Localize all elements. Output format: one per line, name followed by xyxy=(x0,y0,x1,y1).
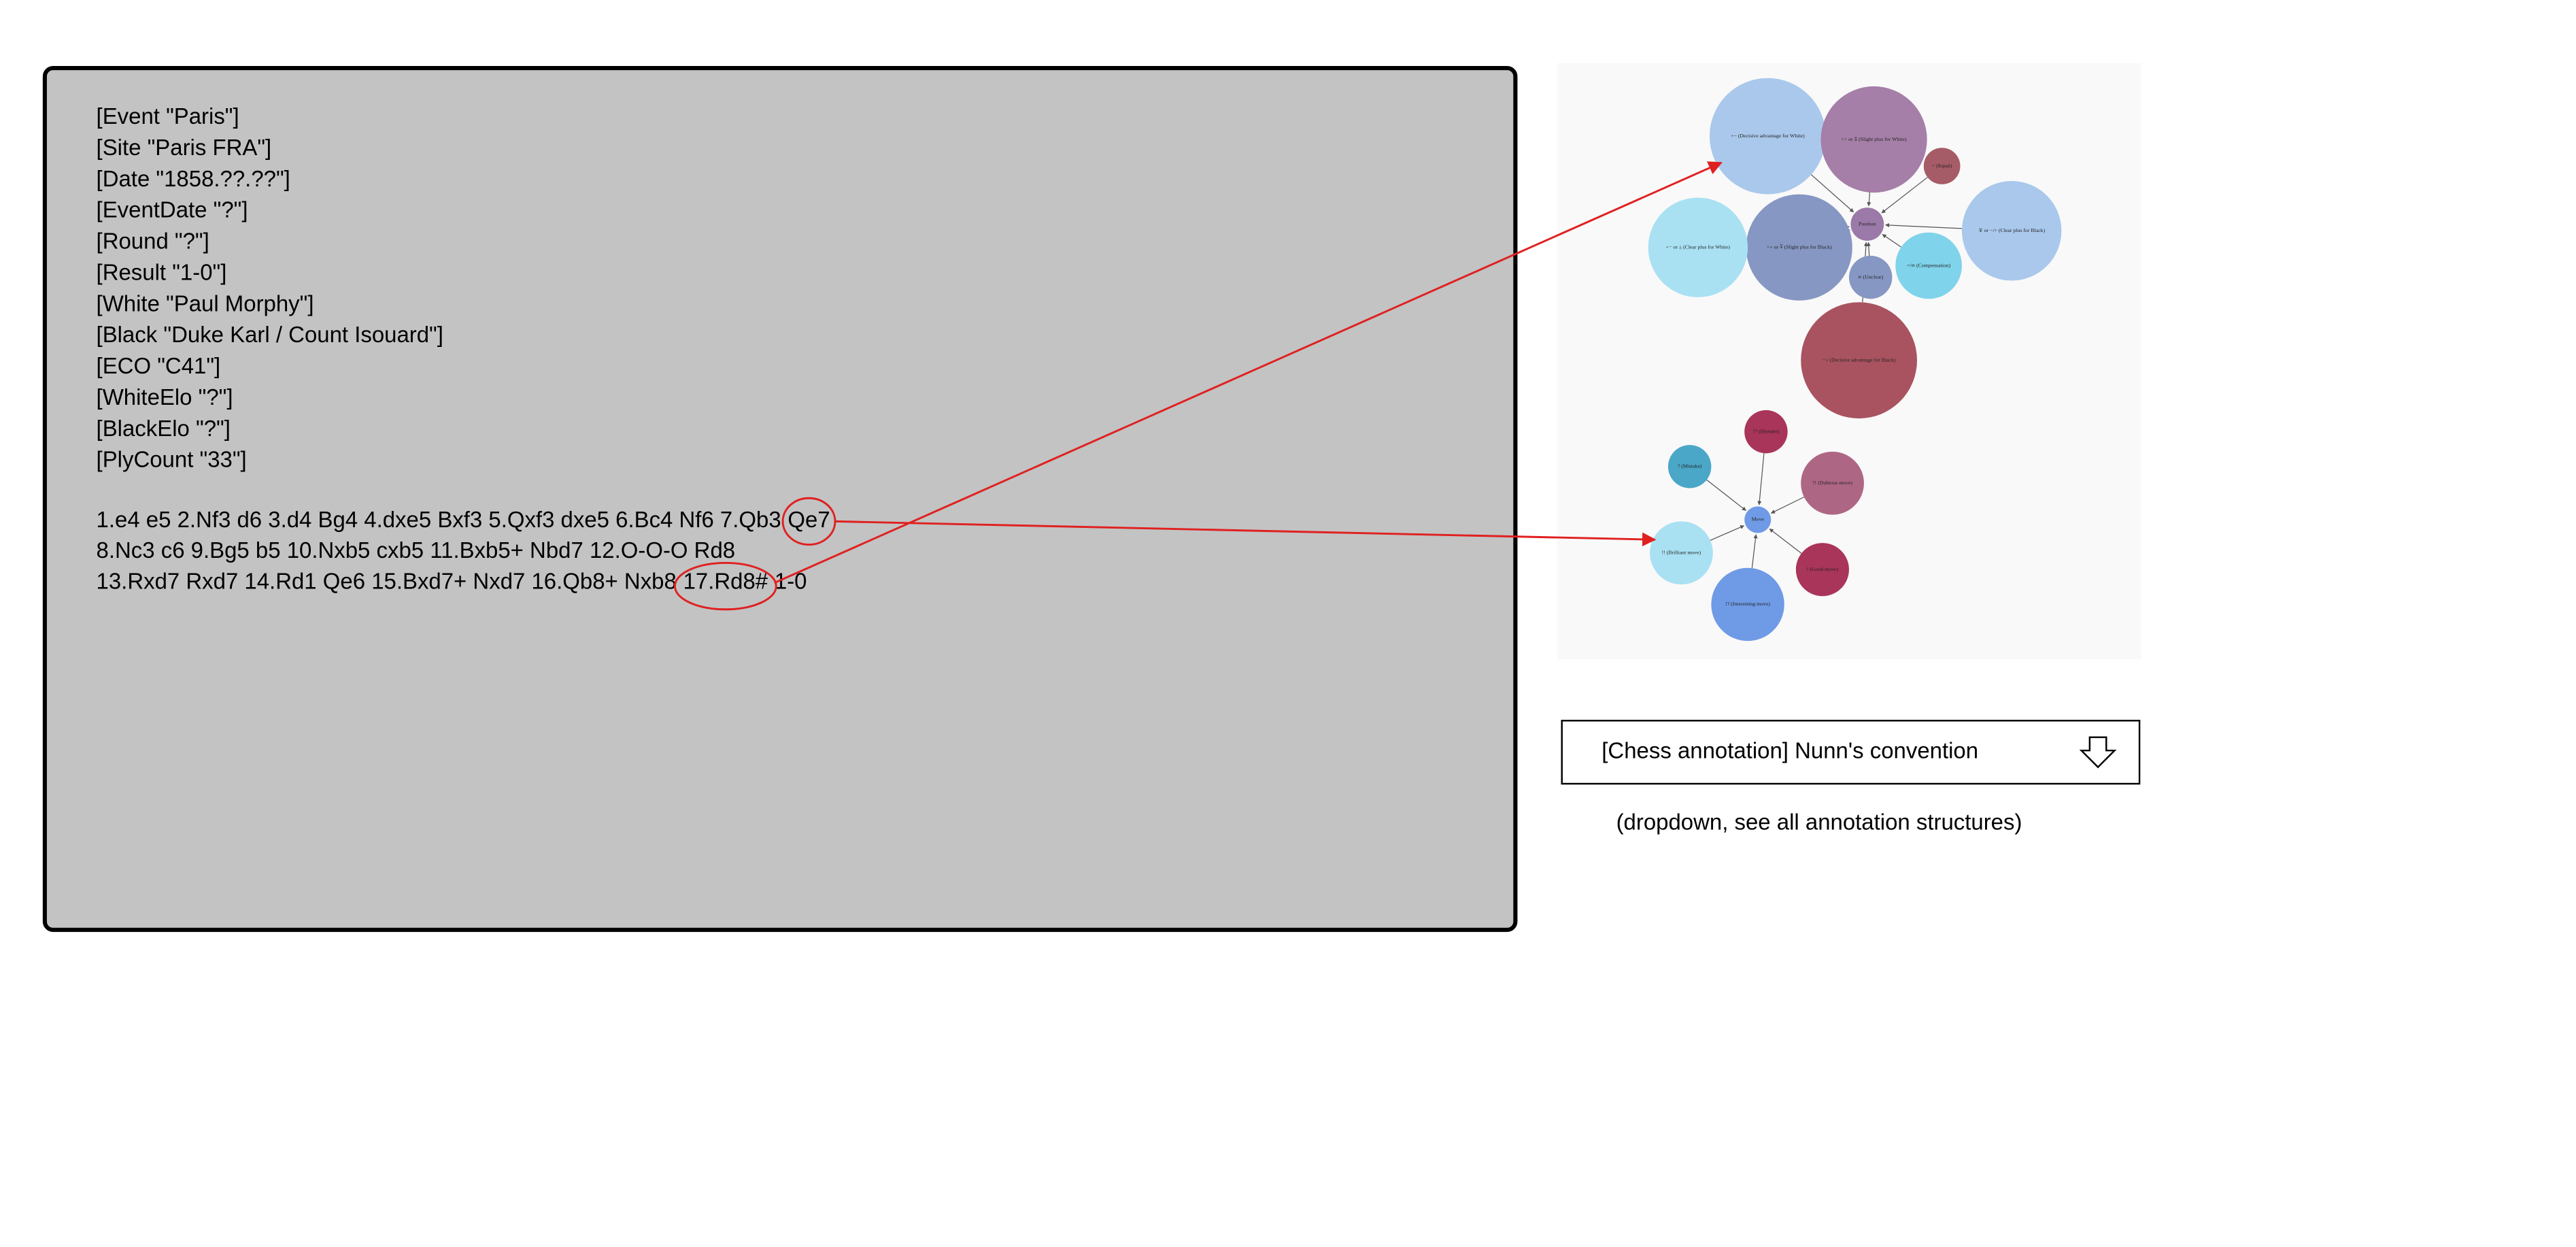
pgn-header: [Site "Paris FRA"] xyxy=(97,135,272,160)
node-label: +− or ± (Clear plus for White) xyxy=(1666,244,1731,250)
graph-node xyxy=(1820,86,1927,193)
callout-arrow xyxy=(774,161,1723,584)
graph-node xyxy=(1961,181,2062,281)
move-text: Qe7 xyxy=(787,507,830,532)
graph-edge xyxy=(1867,192,1871,207)
graph-edge xyxy=(1881,177,1928,214)
pgn-header: [PlyCount "33"] xyxy=(97,447,247,472)
highlight-circle xyxy=(673,561,777,611)
node-label: =/∞ (Compensation) xyxy=(1907,262,1951,268)
graph-node xyxy=(1650,521,1713,585)
graph-edge xyxy=(1885,222,1963,229)
node-label: += or ⩲ (Slight plus for White) xyxy=(1841,136,1907,142)
graph-node xyxy=(1744,410,1788,454)
pgn-header: [Result "1-0"] xyxy=(97,259,227,284)
center-label: Move xyxy=(1752,516,1765,522)
move-text: 13.Rxd7 Rxd7 14.Rd1 Qe6 15.Bxd7+ Nxd7 16… xyxy=(97,568,677,593)
graph-center xyxy=(1744,506,1772,533)
pgn-header: [Round "?"] xyxy=(97,229,209,254)
graph-node xyxy=(1711,567,1784,642)
graph-edge xyxy=(1706,479,1746,511)
node-label: ∓ or −/+ (Clear plus for Black) xyxy=(1978,227,2045,233)
node-label: ∞ (Unclear) xyxy=(1858,273,1884,280)
graph-node xyxy=(1923,148,1961,184)
pgn-header: [Black "Duke Karl / Count Isouard"] xyxy=(97,322,443,347)
pgn-panel xyxy=(42,66,1518,932)
center-label: Position xyxy=(1859,220,1876,227)
pgn-header: [WhiteElo "?"] xyxy=(97,384,233,410)
callout-arrow xyxy=(834,520,1657,547)
graph-edge xyxy=(1757,453,1765,505)
graph-node xyxy=(1667,445,1712,488)
graph-edge xyxy=(1882,234,1902,248)
node-label: =+ or ⩱ (Slight plus for Black) xyxy=(1767,244,1832,250)
graph-node xyxy=(1848,255,1893,299)
graph-node xyxy=(1709,78,1826,195)
graph-node xyxy=(1801,451,1864,515)
pgn-header: [ECO "C41"] xyxy=(97,353,221,378)
node-label: ?? (Blunder) xyxy=(1752,428,1780,434)
graph-node xyxy=(1801,302,1918,419)
graph-node xyxy=(1648,197,1748,297)
dropdown[interactable] xyxy=(1561,720,2141,785)
move-text: 8.Nc3 c6 9.Bg5 b5 10.Nxb5 cxb5 11.Bxb5+ … xyxy=(97,537,736,563)
graph-edge xyxy=(1770,497,1805,514)
dropdown-label[interactable]: [Chess annotation] Nunn's convention xyxy=(1601,737,1978,763)
node-label: ! (Good move) xyxy=(1807,566,1839,572)
node-label: +− (Decisive advantage for White) xyxy=(1731,133,1805,139)
node-label: −+ (Decisive advantage for Black) xyxy=(1823,356,1896,363)
move-text: 17.Rd8# xyxy=(683,568,768,593)
graph-edge xyxy=(1866,242,1871,256)
graph-center xyxy=(1850,207,1884,241)
node-label: !? (Interesting move) xyxy=(1725,601,1770,607)
pgn-header: [Event "Paris"] xyxy=(97,103,239,129)
pgn-header: [BlackElo "?"] xyxy=(97,416,231,441)
node-label: !! (Brilliant move) xyxy=(1662,550,1701,556)
pgn-header: [White "Paul Morphy"] xyxy=(97,290,314,316)
dropdown-caption: (dropdown, see all annotation structures… xyxy=(1616,809,2022,834)
pgn-header: [Date "1858.??.??"] xyxy=(97,166,290,191)
graph-edge xyxy=(1751,534,1758,569)
pgn-header: [EventDate "?"] xyxy=(97,197,248,222)
node-label: ?! (Dubious move) xyxy=(1812,480,1852,486)
move-text: 1.e4 e5 2.Nf3 d6 3.d4 Bg4 4.dxe5 Bxf3 5.… xyxy=(97,507,781,532)
node-label: = (Equal) xyxy=(1932,163,1952,169)
graph-node xyxy=(1746,194,1852,301)
graph-edge xyxy=(1710,525,1745,541)
graph-edge xyxy=(1810,174,1854,213)
graph-node xyxy=(1795,543,1849,597)
node-label: ? (Mistake) xyxy=(1678,463,1702,469)
graph-edge xyxy=(1769,528,1802,554)
graph-node xyxy=(1895,232,1962,299)
dropdown-arrow[interactable] xyxy=(2079,736,2117,769)
